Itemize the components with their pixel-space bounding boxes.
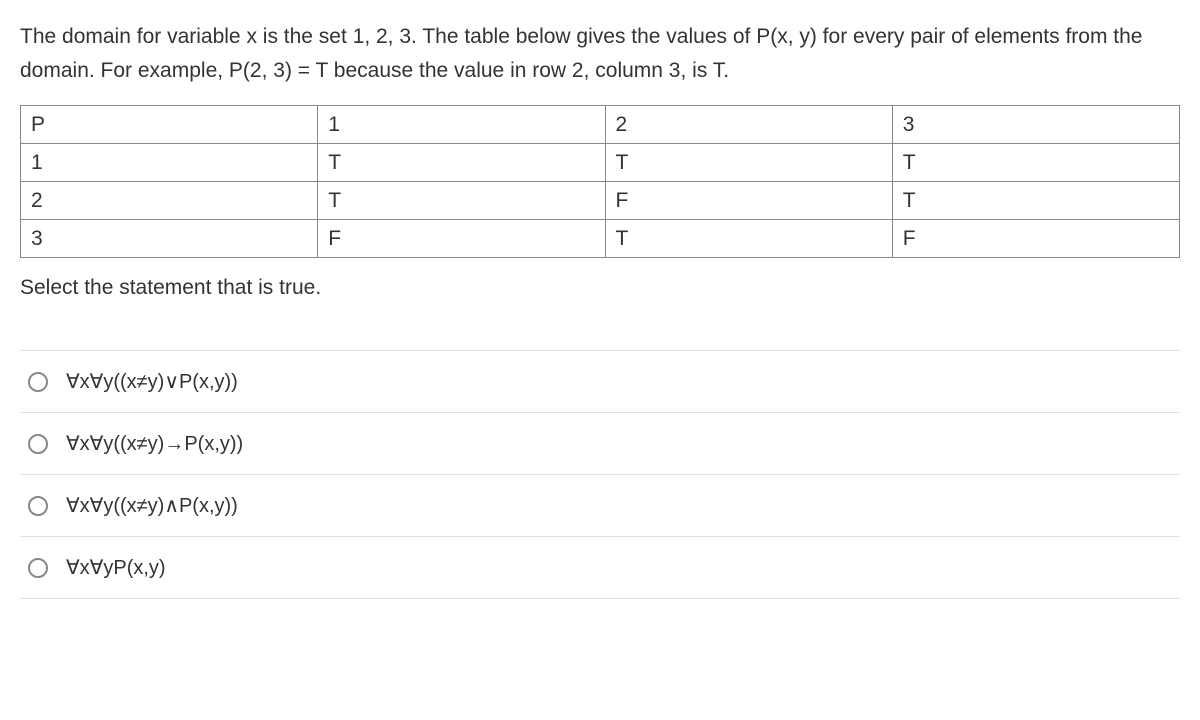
table-header-cell: 2	[605, 106, 892, 144]
radio-button[interactable]	[28, 496, 48, 516]
options-group: ∀x∀y((x≠y)∨P(x,y)) ∀x∀y((x≠y)→P(x,y)) ∀x…	[20, 350, 1180, 599]
option-label: ∀x∀y((x≠y)→P(x,y))	[66, 431, 243, 456]
truth-table: P 1 2 3 1 T T T 2 T F T 3 F T F	[20, 105, 1180, 258]
table-header-cell: 1	[318, 106, 605, 144]
table-row: 1 T T T	[21, 144, 1180, 182]
table-row: 3 F T F	[21, 220, 1180, 258]
table-row: 2 T F T	[21, 182, 1180, 220]
radio-button[interactable]	[28, 558, 48, 578]
option-row[interactable]: ∀x∀yP(x,y)	[20, 537, 1180, 599]
option-row[interactable]: ∀x∀y((x≠y)→P(x,y))	[20, 413, 1180, 475]
table-header-row: P 1 2 3	[21, 106, 1180, 144]
option-row[interactable]: ∀x∀y((x≠y)∧P(x,y))	[20, 475, 1180, 537]
table-cell: 2	[21, 182, 318, 220]
option-label: ∀x∀y((x≠y)∧P(x,y))	[66, 493, 238, 518]
option-label: ∀x∀y((x≠y)∨P(x,y))	[66, 369, 238, 394]
table-cell: T	[318, 144, 605, 182]
table-cell: T	[892, 144, 1179, 182]
table-header-cell: 3	[892, 106, 1179, 144]
table-cell: F	[892, 220, 1179, 258]
table-cell: F	[605, 182, 892, 220]
option-label: ∀x∀yP(x,y)	[66, 555, 166, 580]
table-cell: 3	[21, 220, 318, 258]
question-intro: The domain for variable x is the set 1, …	[20, 20, 1180, 87]
table-cell: F	[318, 220, 605, 258]
radio-button[interactable]	[28, 372, 48, 392]
table-header-cell: P	[21, 106, 318, 144]
table-cell: T	[605, 144, 892, 182]
table-cell: 1	[21, 144, 318, 182]
table-cell: T	[318, 182, 605, 220]
radio-button[interactable]	[28, 434, 48, 454]
option-row[interactable]: ∀x∀y((x≠y)∨P(x,y))	[20, 351, 1180, 413]
table-cell: T	[892, 182, 1179, 220]
table-cell: T	[605, 220, 892, 258]
select-prompt: Select the statement that is true.	[20, 276, 1180, 300]
